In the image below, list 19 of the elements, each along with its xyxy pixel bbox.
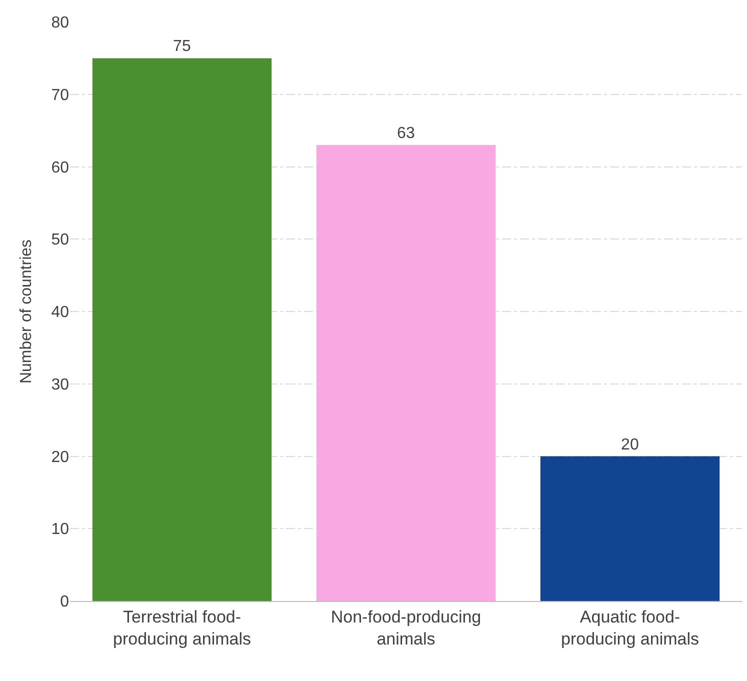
y-axis-title: Number of countries	[18, 239, 36, 384]
data-label: 20	[621, 436, 639, 454]
bar	[92, 58, 272, 601]
y-tick-label: 40	[51, 304, 70, 322]
y-tick-label: 70	[51, 86, 70, 104]
x-tick-label: Non-food-producing animals	[330, 607, 482, 648]
x-tick-label: Aquatic food- producing animals	[561, 607, 699, 648]
bar	[316, 145, 496, 601]
bar	[540, 456, 720, 601]
data-label: 63	[397, 125, 415, 142]
y-tick-label: 30	[51, 376, 70, 394]
y-tick-label: 10	[51, 521, 70, 538]
y-tick-label: 60	[51, 159, 70, 176]
y-tick-label: 50	[51, 232, 70, 249]
x-tick-label: Terrestrial food- producing animals	[113, 607, 251, 648]
y-tick-label: 20	[51, 448, 70, 466]
y-tick-label: 80	[51, 14, 70, 32]
data-label: 75	[173, 38, 191, 56]
y-tick-label: 0	[60, 594, 70, 611]
